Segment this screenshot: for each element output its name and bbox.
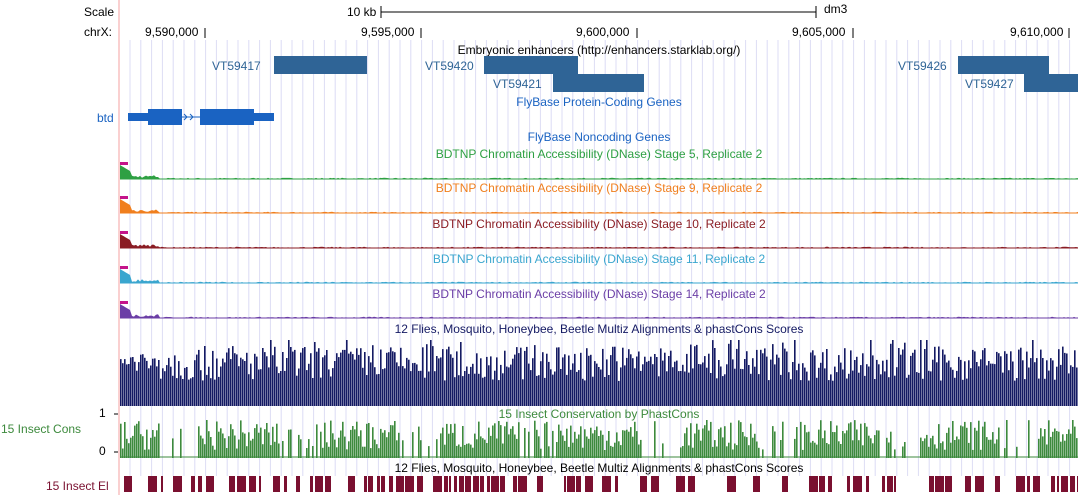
enhancer-feature[interactable] — [274, 56, 367, 74]
cons-track-title: 15 Insect Conservation by PhastCons — [498, 407, 700, 421]
dnase-track-title: BDTNP Chromatin Accessibility (DNase) St… — [435, 181, 763, 195]
cons-axis-min: 0 — [99, 444, 106, 458]
position-tick-label: 9,610,000 — [1010, 25, 1064, 39]
chrom-label: chrX: — [84, 25, 113, 39]
cons-signal — [120, 420, 1078, 458]
position-tick-label: 9,595,000 — [361, 25, 415, 39]
multiz-signal — [120, 340, 1078, 406]
enhancer-feature[interactable] — [553, 74, 644, 92]
position-ticks — [204, 28, 1070, 38]
dnase-track-title: BDTNP Chromatin Accessibility (DNase) St… — [432, 287, 766, 301]
dnase-signal — [120, 301, 1078, 319]
scale-bar — [380, 6, 817, 18]
enhancer-feature[interactable] — [484, 56, 578, 74]
enhancer-label[interactable]: VT59421 — [493, 77, 542, 91]
dnase-track-title: BDTNP Chromatin Accessibility (DNase) St… — [435, 147, 763, 161]
cons-axis-max: 1 — [99, 406, 106, 420]
noncoding-track-title: FlyBase Noncoding Genes — [527, 130, 671, 144]
position-tick-label: 9,605,000 — [792, 25, 846, 39]
multiz-track-title: 12 Flies, Mosquito, Honeybee, Beetle Mul… — [394, 322, 804, 336]
elements-blocks — [124, 476, 1078, 492]
enhancer-label[interactable]: VT59417 — [212, 59, 261, 73]
scale-value: 10 kb — [347, 5, 377, 19]
assembly-label: dm3 — [824, 2, 848, 16]
enhancer-label[interactable]: VT59427 — [965, 77, 1014, 91]
dnase-track-title: BDTNP Chromatin Accessibility (DNase) St… — [432, 217, 766, 231]
enhancer-label[interactable]: VT59426 — [898, 59, 947, 73]
enhancer-feature[interactable] — [1024, 74, 1078, 92]
dnase-signal — [120, 162, 1078, 180]
enhancers-track-title: Embryonic enhancers (http://enhancers.st… — [457, 43, 741, 57]
elements-track-title: 12 Flies, Mosquito, Honeybee, Beetle Mul… — [394, 461, 804, 475]
genes-track-title: FlyBase Protein-Coding Genes — [516, 95, 682, 109]
position-tick-label: 9,600,000 — [576, 25, 630, 39]
gene-label-btd[interactable]: btd — [97, 111, 114, 125]
dnase-signal — [120, 196, 1078, 214]
cons-axis — [114, 413, 118, 453]
enhancer-feature[interactable] — [958, 56, 1049, 74]
gene-model-btd[interactable] — [120, 106, 290, 128]
cons-track-label[interactable]: 15 Insect Cons — [1, 422, 82, 436]
position-tick-label: 9,590,000 — [145, 25, 199, 39]
elements-track-label[interactable]: 15 Insect El — [46, 479, 109, 493]
dnase-signal — [120, 266, 1078, 284]
dnase-signal — [120, 231, 1078, 249]
dnase-track-title: BDTNP Chromatin Accessibility (DNase) St… — [432, 252, 766, 266]
enhancer-label[interactable]: VT59420 — [425, 59, 474, 73]
scale-label: Scale — [84, 5, 115, 19]
